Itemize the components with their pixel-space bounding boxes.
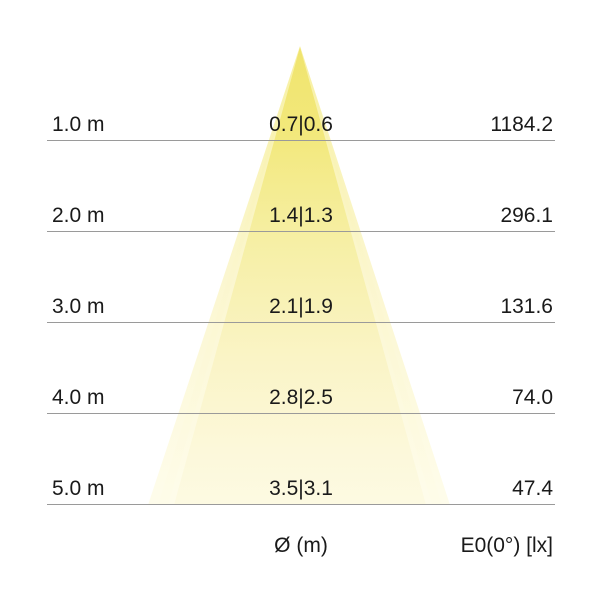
diameter-label: 0.7|0.6 [269, 113, 333, 136]
distance-label: 4.0 m [52, 386, 105, 409]
diameter-label: 1.4|1.3 [269, 204, 333, 227]
diameter-label: 3.5|3.1 [269, 477, 333, 500]
grid-line [47, 140, 555, 141]
illuminance-axis-label: E0(0°) [lx] [460, 534, 553, 557]
illuminance-label: 131.6 [500, 295, 553, 318]
grid-line [47, 231, 555, 232]
diameter-label: 2.8|2.5 [269, 386, 333, 409]
beam-edge-right [300, 46, 450, 505]
distance-label: 5.0 m [52, 477, 105, 500]
grid-line [47, 504, 555, 505]
distance-label: 3.0 m [52, 295, 105, 318]
grid-line [47, 322, 555, 323]
distance-label: 1.0 m [52, 113, 105, 136]
illuminance-label: 47.4 [512, 477, 553, 500]
column-headers: Ø (m) E0(0°) [lx] [47, 535, 555, 565]
grid-line [47, 413, 555, 414]
illuminance-label: 74.0 [512, 386, 553, 409]
illuminance-label: 1184.2 [490, 113, 553, 136]
illuminance-label: 296.1 [500, 204, 553, 227]
diameter-label: 2.1|1.9 [269, 295, 333, 318]
diameter-axis-label: Ø (m) [274, 534, 328, 557]
beam-edge-left [148, 46, 300, 505]
beam-core [174, 47, 426, 505]
distance-label: 2.0 m [52, 204, 105, 227]
